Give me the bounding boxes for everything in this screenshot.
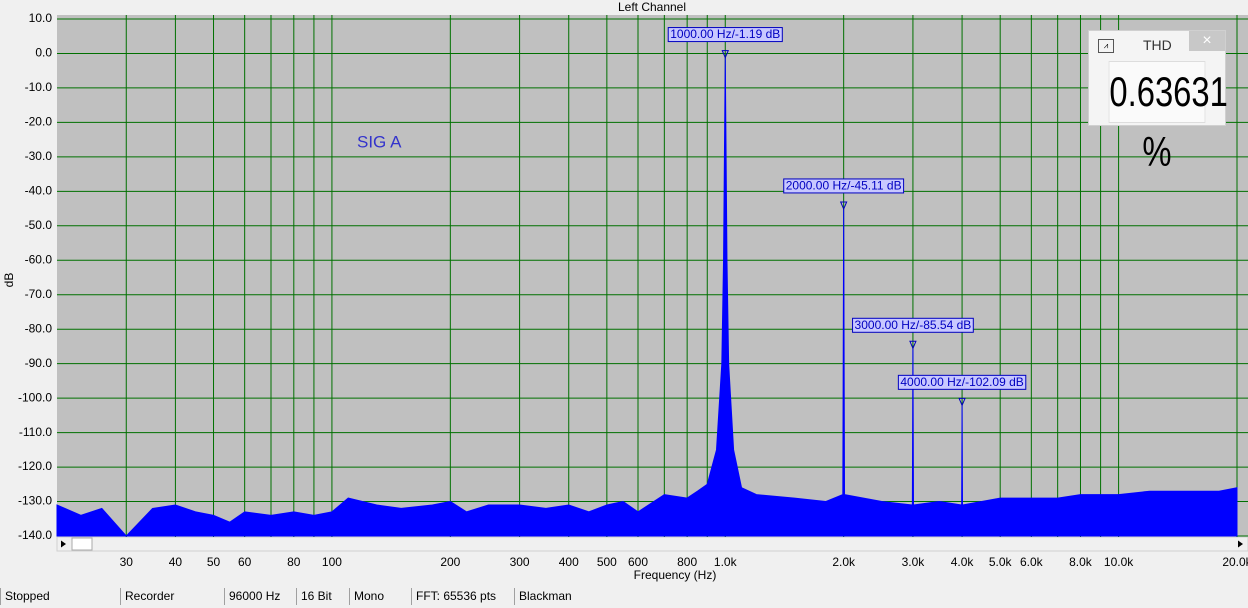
status-field: 96000 Hz <box>224 588 280 605</box>
status-field: Recorder <box>120 588 174 605</box>
y-tick-label: -20.0 <box>25 115 53 129</box>
peak-label: 1000.00 Hz/-1.19 dB <box>670 27 780 41</box>
status-field: 16 Bit <box>296 588 332 605</box>
status-field: FFT: 65536 pts <box>411 588 496 605</box>
peak-label-box <box>852 317 974 333</box>
x-tick-label: 50 <box>207 555 221 569</box>
y-axis-label: dB <box>2 273 16 288</box>
x-tick-label: 800 <box>677 555 697 569</box>
scroll-left[interactable] <box>61 540 66 548</box>
x-tick-label: 600 <box>628 555 648 569</box>
chart: Left Channel dB Frequency (Hz) SIG A 10.… <box>2 0 1248 582</box>
peak-label-box <box>667 27 783 43</box>
x-tick-label: 80 <box>287 555 301 569</box>
close-button[interactable]: × <box>1189 31 1225 51</box>
scroll-right[interactable] <box>1238 540 1243 548</box>
peak-marker <box>958 397 966 407</box>
y-tick-label: -120.0 <box>18 459 52 473</box>
y-tick-label: -110.0 <box>19 425 52 439</box>
y-tick-label: -130.0 <box>18 494 52 508</box>
y-tick-label: -30.0 <box>25 149 53 163</box>
peak-label: 4000.00 Hz/-102.09 dB <box>900 375 1023 389</box>
y-tick-label: -40.0 <box>25 184 53 198</box>
y-tick-label: -10.0 <box>25 80 53 94</box>
thd-value: 0.63631 % <box>1108 61 1228 175</box>
y-tick-label: 0.0 <box>35 46 52 60</box>
peak-marker <box>839 201 848 211</box>
x-tick-label: 10.0k <box>1104 555 1134 569</box>
x-axis-label: Frequency (Hz) <box>634 568 717 582</box>
spectrum <box>56 57 1238 537</box>
peak-label-box <box>897 374 1027 390</box>
x-tick-label: 100 <box>322 555 342 569</box>
thd-icon: ⩘ <box>1098 39 1114 53</box>
annotation: SIG A <box>357 132 402 151</box>
status-field: Stopped <box>0 588 50 605</box>
x-tick-label: 1.0k <box>714 555 738 569</box>
x-tick-label: 200 <box>440 555 460 569</box>
plot-area <box>57 15 1248 537</box>
peak-marker <box>909 340 917 350</box>
scroll-thumb[interactable] <box>71 537 93 551</box>
peak-marker <box>721 50 730 59</box>
x-tick-label: 2.0k <box>832 555 856 569</box>
x-tick-label: 8.0k <box>1069 555 1093 569</box>
x-tick-label: 500 <box>597 555 617 569</box>
x-tick-label: 30 <box>120 555 134 569</box>
y-tick-label: 10.0 <box>29 11 53 25</box>
peak-label-box <box>783 178 905 194</box>
status-field: Blackman <box>514 588 572 605</box>
y-tick-label: -100.0 <box>18 390 52 404</box>
y-tick-label: -50.0 <box>25 218 53 232</box>
thd-title: THD <box>1143 37 1172 53</box>
y-tick-label: -80.0 <box>25 321 53 335</box>
y-tick-label: -70.0 <box>25 287 53 301</box>
x-tick-label: 40 <box>169 555 183 569</box>
thd-panel: ⩘ THD × 0.63631 % <box>1088 30 1228 175</box>
peak-label: 3000.00 Hz/-85.54 dB <box>855 318 972 332</box>
x-tick-label: 3.0k <box>902 555 926 569</box>
chart-title: Left Channel <box>618 0 686 14</box>
x-tick-label: 5.0k <box>989 555 1013 569</box>
x-tick-label: 6.0k <box>1020 555 1044 569</box>
y-tick-label: -60.0 <box>25 252 53 266</box>
x-tick-label: 300 <box>510 555 530 569</box>
x-tick-label: 400 <box>559 555 579 569</box>
status-field: Mono <box>349 588 384 605</box>
y-tick-label: -90.0 <box>25 356 53 370</box>
y-tick-label: -140.0 <box>18 528 52 542</box>
x-tick-label: 4.0k <box>951 555 975 569</box>
scrollbar[interactable] <box>56 536 1248 552</box>
peak-label: 2000.00 Hz/-45.11 dB <box>786 179 902 193</box>
x-tick-label: 20.0k <box>1222 555 1248 569</box>
status-bar: Stopped Recorder 96000 Hz 16 Bit Mono FFT: 65… <box>0 586 1248 606</box>
x-tick-label: 60 <box>238 555 252 569</box>
